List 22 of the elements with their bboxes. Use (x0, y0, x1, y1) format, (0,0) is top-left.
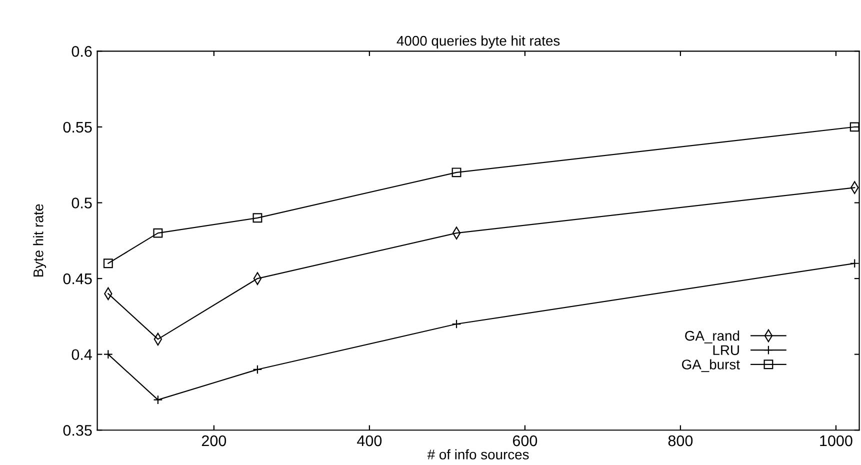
y-tick-label: 0.4 (72, 349, 92, 360)
x-tick-label: 600 (512, 435, 538, 446)
chart-title: 4000 queries byte hit rates (396, 36, 560, 48)
point (850, 122, 860, 132)
y-tick-label: 0.45 (63, 273, 92, 284)
legend-label: LRU (713, 345, 739, 356)
legend-label: GA_rand (685, 330, 740, 344)
y-tick-label: 0.35 (63, 424, 92, 436)
x-tick-label: 400 (357, 435, 382, 446)
x-tick-label: 800 (668, 435, 693, 446)
point (103, 258, 113, 268)
y-axis-title: Byte hit rate (33, 204, 46, 277)
y-tick-label: 0.55 (63, 122, 92, 133)
x-tick-label: 1000 (820, 435, 852, 446)
x-tick-label: 200 (202, 435, 226, 446)
x-axis-title: # of info sources (427, 449, 529, 460)
point (452, 168, 462, 178)
y-tick-label: 0.6 (72, 46, 92, 57)
y-tick-label: 0.5 (72, 198, 92, 208)
point (153, 228, 163, 238)
legend-label: GA_burst (682, 359, 740, 372)
point (252, 213, 262, 223)
